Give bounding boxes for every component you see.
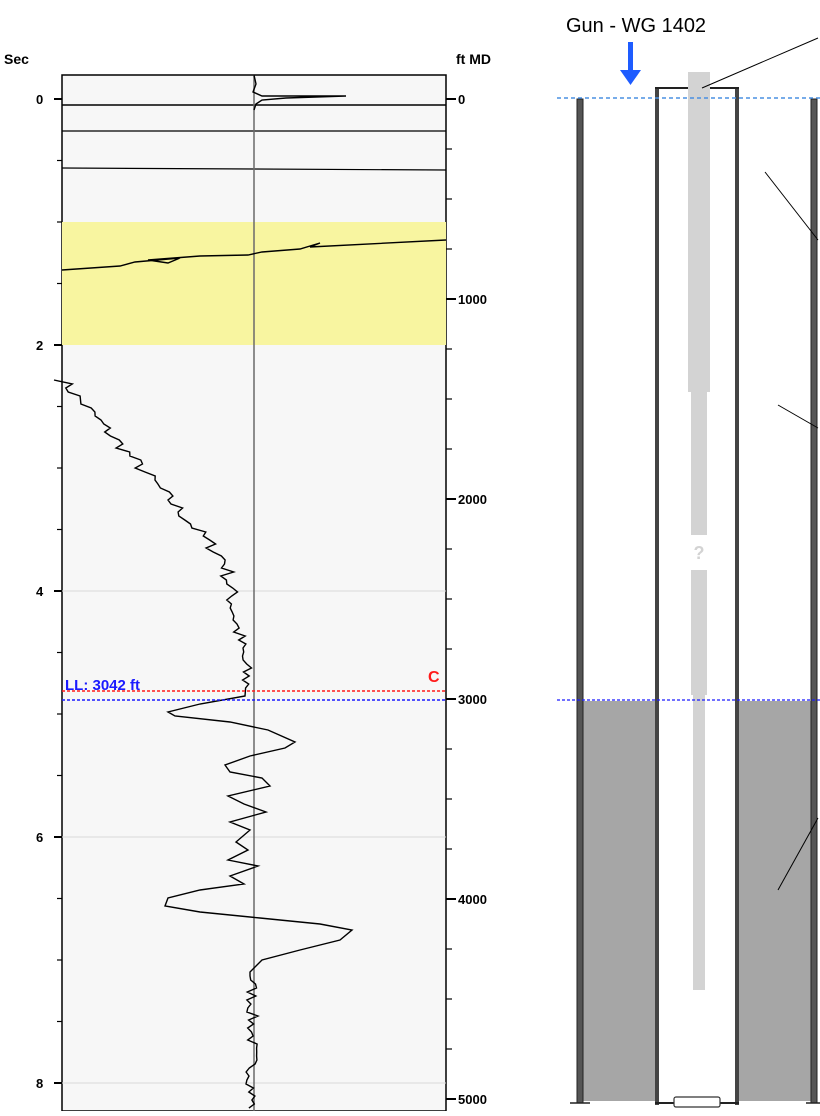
rod-string-upper	[688, 72, 710, 392]
casing-wall-left	[576, 98, 584, 1104]
acoustic-trace-band	[61, 239, 447, 271]
tubing-wall-right	[735, 88, 739, 1105]
wellbore-schematic: Gun - WG 1402 ?	[557, 15, 820, 1108]
left-tick-label: 0	[36, 92, 43, 107]
left-tick-label: 6	[36, 830, 43, 845]
right-tick-label: 1000	[458, 292, 487, 307]
left-tick-label: 8	[36, 1076, 43, 1091]
right-tick-label: 5000	[458, 1092, 487, 1107]
down-arrow-icon	[620, 70, 641, 85]
rod-string-lower	[691, 570, 707, 695]
collar-marker-label: C	[428, 669, 440, 686]
right-axis-title: ft MD	[456, 51, 491, 67]
casing-wall-right	[810, 98, 818, 1104]
left-axis-title: Sec	[4, 51, 29, 67]
leader-line	[764, 171, 819, 241]
right-tick-label: 3000	[458, 692, 487, 707]
rod-string-mid	[691, 390, 707, 535]
tubing-plug	[673, 1096, 721, 1108]
right-tick-label: 0	[458, 92, 465, 107]
right-tick-label: 4000	[458, 892, 487, 907]
right-tick-label: 2000	[458, 492, 487, 507]
rod-string-bottom	[693, 695, 705, 990]
acoustic-trace-main	[53, 379, 354, 1109]
leader-line	[777, 817, 819, 891]
leader-line	[777, 404, 819, 429]
gun-label: Gun - WG 1402	[566, 15, 706, 37]
right-axis: 0 1000 2000 3000 4000 5000	[446, 92, 487, 1107]
unknown-section-label: ?	[694, 543, 705, 563]
left-axis: 0 2 4 6 8	[36, 92, 62, 1091]
acoustic-trace-chart: LL: 3042 ft C Sec ft MD 0 2 4 6 8 0 1000 2000 3…	[4, 51, 491, 1112]
leader-line	[701, 37, 819, 89]
liquid-level-label: LL: 3042 ft	[65, 677, 140, 694]
tubing-wall-left	[655, 88, 659, 1105]
left-tick-label: 4	[36, 584, 44, 599]
acoustic-trace-top	[252, 74, 347, 111]
left-tick-label: 2	[36, 338, 43, 353]
arrow-shaft	[628, 42, 633, 72]
